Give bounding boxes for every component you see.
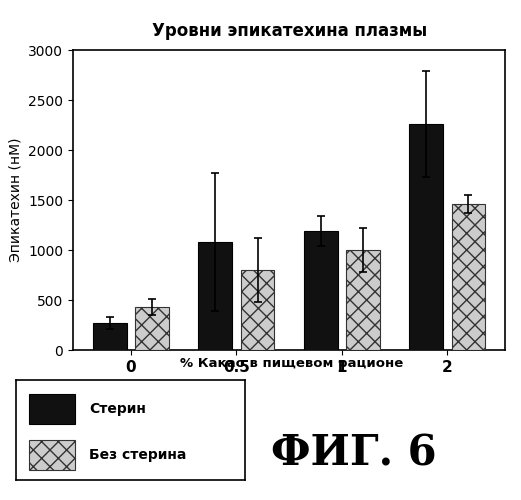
Bar xyxy=(410,124,443,350)
Text: % Какао в пищевом рационе: % Какао в пищевом рационе xyxy=(180,358,403,370)
Bar xyxy=(346,250,380,350)
Text: Стерин: Стерин xyxy=(89,402,146,416)
Bar xyxy=(93,323,127,350)
Y-axis label: Эпикатехин (нМ): Эпикатехин (нМ) xyxy=(8,138,22,262)
Bar xyxy=(304,231,338,350)
Bar xyxy=(241,270,275,350)
Bar xyxy=(452,204,486,350)
Title: Уровни эпикатехина плазмы: Уровни эпикатехина плазмы xyxy=(152,22,427,40)
Text: ФИГ. 6: ФИГ. 6 xyxy=(271,432,437,474)
Bar xyxy=(29,440,75,470)
Bar xyxy=(135,307,169,350)
Bar xyxy=(29,394,75,424)
Bar xyxy=(199,242,232,350)
Text: Без стерина: Без стерина xyxy=(89,448,187,462)
